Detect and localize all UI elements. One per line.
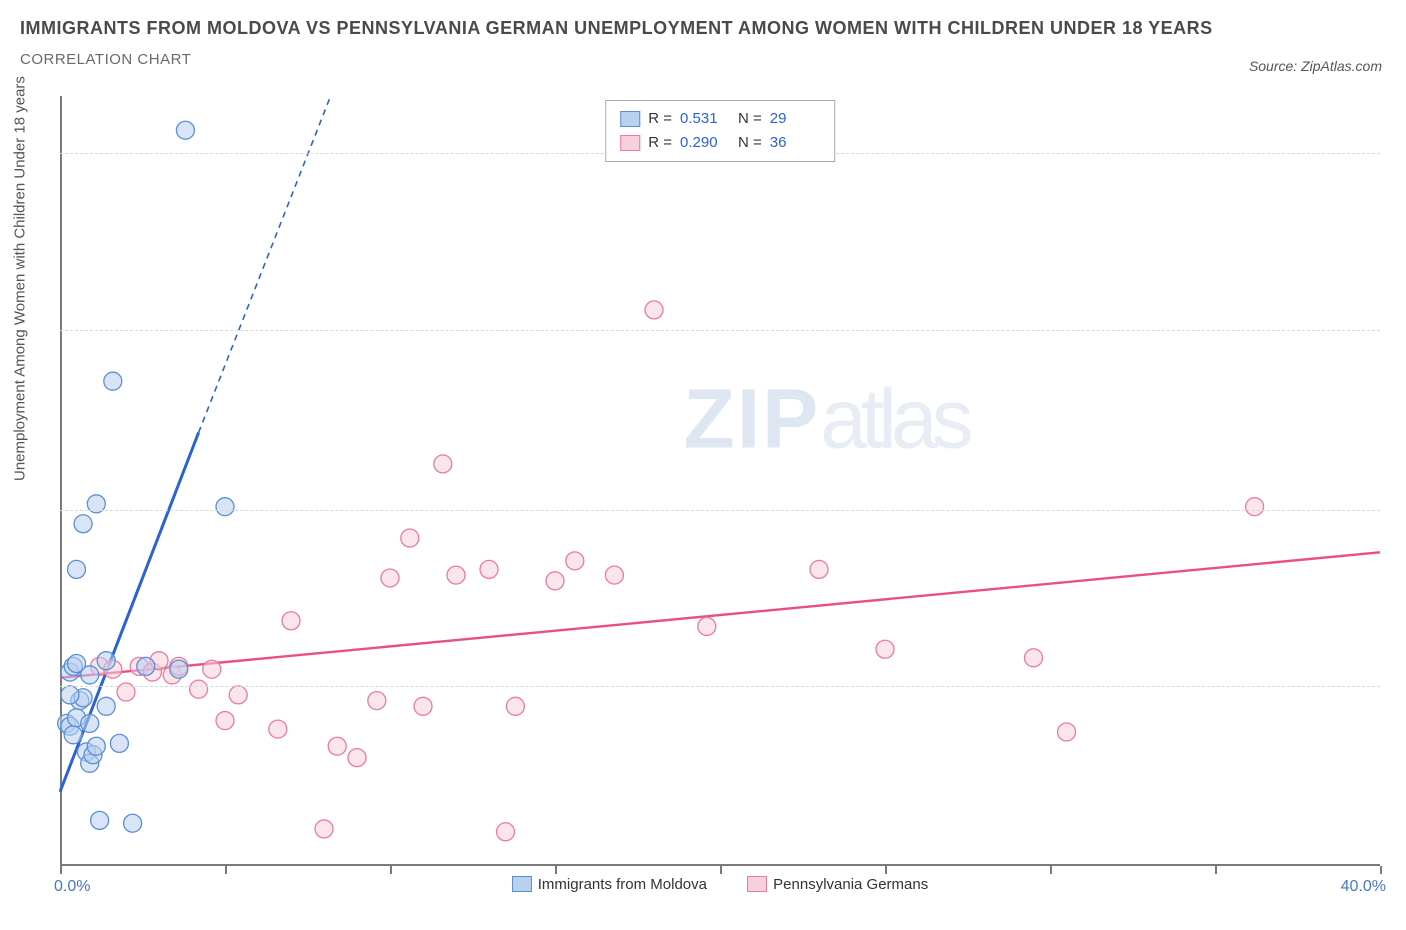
x-max-label: 40.0% [1341, 878, 1386, 896]
scatter-layer [60, 96, 1380, 866]
x-tick [1380, 866, 1382, 874]
x-tick [720, 866, 722, 874]
trendline-moldova-extrap [199, 96, 331, 433]
point-moldova [97, 652, 115, 670]
point-pagermans [282, 612, 300, 630]
y-tick-label: 18.8% [1386, 321, 1406, 339]
gridline [60, 330, 1380, 331]
point-pagermans [348, 749, 366, 767]
stats-legend: R = 0.531 N = 29 R = 0.290 N = 36 [605, 100, 835, 162]
point-pagermans [229, 686, 247, 704]
point-pagermans [605, 566, 623, 584]
point-pagermans [401, 529, 419, 547]
point-pagermans [381, 569, 399, 587]
gridline [60, 686, 1380, 687]
point-pagermans [1246, 498, 1264, 516]
point-pagermans [1025, 649, 1043, 667]
point-moldova [74, 515, 92, 533]
point-moldova [137, 657, 155, 675]
swatch-pagermans [620, 135, 640, 151]
point-pagermans [1058, 723, 1076, 741]
r-value-moldova: 0.531 [680, 107, 730, 131]
y-axis-label: Unemployment Among Women with Children U… [12, 76, 29, 481]
point-pagermans [546, 572, 564, 590]
point-moldova [81, 714, 99, 732]
y-tick-label: 12.5% [1386, 501, 1406, 519]
point-moldova [124, 814, 142, 832]
n-value-moldova: 29 [770, 107, 820, 131]
swatch-pagermans-icon [747, 876, 767, 892]
point-pagermans [269, 720, 287, 738]
trendline-pagermans [60, 552, 1380, 677]
point-moldova [87, 737, 105, 755]
x-tick [555, 866, 557, 874]
point-pagermans [698, 617, 716, 635]
gridline [60, 510, 1380, 511]
point-pagermans [190, 680, 208, 698]
point-moldova [176, 121, 194, 139]
point-pagermans [368, 692, 386, 710]
point-moldova [104, 372, 122, 390]
chart-subtitle: CORRELATION CHART [20, 51, 1386, 68]
correlation-chart: ZIPatlas 6.3%12.5%18.8%25.0% Unemploymen… [60, 96, 1380, 866]
point-pagermans [315, 820, 333, 838]
point-pagermans [328, 737, 346, 755]
source-attribution: Source: ZipAtlas.com [1249, 58, 1382, 74]
point-moldova [97, 697, 115, 715]
point-pagermans [480, 560, 498, 578]
point-moldova [61, 686, 79, 704]
x-tick [60, 866, 62, 874]
y-tick-label: 6.3% [1386, 677, 1406, 695]
swatch-moldova-icon [512, 876, 532, 892]
point-moldova [110, 734, 128, 752]
y-tick-label: 25.0% [1386, 144, 1406, 162]
point-pagermans [414, 697, 432, 715]
point-pagermans [216, 712, 234, 730]
point-pagermans [506, 697, 524, 715]
point-pagermans [810, 560, 828, 578]
legend-label-pagermans: Pennsylvania Germans [773, 876, 928, 893]
stats-row-moldova: R = 0.531 N = 29 [620, 107, 820, 131]
x-tick [1050, 866, 1052, 874]
x-tick [390, 866, 392, 874]
point-moldova [170, 660, 188, 678]
point-pagermans [876, 640, 894, 658]
point-moldova [216, 498, 234, 516]
chart-title: IMMIGRANTS FROM MOLDOVA VS PENNSYLVANIA … [20, 18, 1386, 39]
point-pagermans [447, 566, 465, 584]
point-moldova [91, 811, 109, 829]
point-pagermans [434, 455, 452, 473]
x-tick [1215, 866, 1217, 874]
point-pagermans [497, 823, 515, 841]
point-moldova [64, 726, 82, 744]
legend-label-moldova: Immigrants from Moldova [538, 876, 707, 893]
point-pagermans [645, 301, 663, 319]
n-value-pagermans: 36 [770, 131, 820, 155]
x-min-label: 0.0% [54, 878, 90, 896]
plot-area: 6.3%12.5%18.8%25.0% [60, 96, 1380, 866]
point-pagermans [566, 552, 584, 570]
series-legend: Immigrants from Moldova Pennsylvania Ger… [60, 876, 1380, 897]
point-moldova [68, 560, 86, 578]
r-value-pagermans: 0.290 [680, 131, 730, 155]
legend-item-moldova: Immigrants from Moldova [512, 876, 707, 893]
stats-row-pagermans: R = 0.290 N = 36 [620, 131, 820, 155]
legend-item-pagermans: Pennsylvania Germans [747, 876, 928, 893]
swatch-moldova [620, 111, 640, 127]
x-tick [885, 866, 887, 874]
point-moldova [81, 666, 99, 684]
point-pagermans [203, 660, 221, 678]
x-tick [225, 866, 227, 874]
